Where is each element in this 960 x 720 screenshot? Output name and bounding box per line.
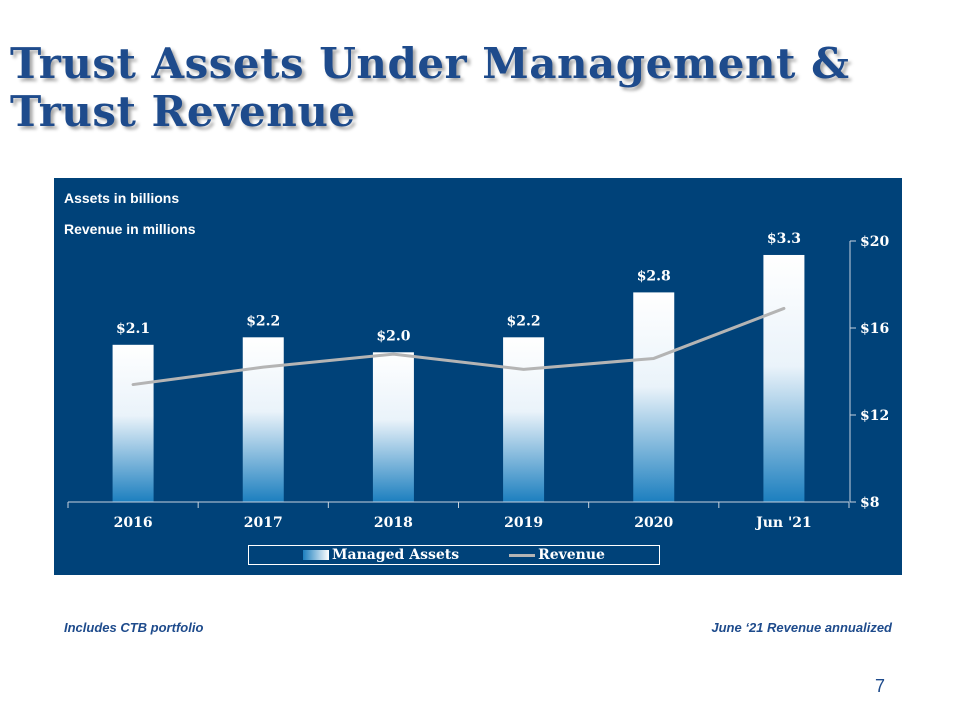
right-tick-label: $12 xyxy=(860,408,889,424)
legend-swatch-bar-icon xyxy=(303,550,330,560)
legend-entry-managed-assets: Managed Assets xyxy=(303,547,459,563)
legend-entry-revenue: Revenue xyxy=(509,547,605,563)
bar-value-label: $2.2 xyxy=(507,313,541,329)
bar-managed-assets xyxy=(242,337,284,502)
chart-panel: Assets in billions Revenue in millions $… xyxy=(54,178,902,575)
x-tick-label: 2020 xyxy=(634,515,673,531)
x-tick-label: 2019 xyxy=(504,515,543,531)
slide-title-line-2: Trust Revenue xyxy=(10,87,356,136)
bar-managed-assets xyxy=(503,337,545,502)
chart-legend: Managed Assets Revenue xyxy=(248,545,660,565)
combo-chart: $2.1 $2.2 $2.0 $2.2 $2.8 $3.3 2016 2017 2018 2019… xyxy=(67,231,889,531)
legend-swatch-line-icon xyxy=(509,553,536,557)
slide-title: Trust Assets Under Management & Trust Re… xyxy=(10,40,849,136)
revenue-point xyxy=(653,357,655,359)
revenue-unit-note: Revenue in millions xyxy=(64,221,196,237)
right-tick-label: $16 xyxy=(860,321,889,337)
right-tick-label: $20 xyxy=(860,234,889,250)
x-tick-label: 2017 xyxy=(244,515,283,531)
legend-label-managed-assets: Managed Assets xyxy=(332,547,460,563)
bar-value-label: $2.2 xyxy=(246,313,280,329)
revenue-point xyxy=(392,353,394,355)
footnote-left: Includes CTB portfolio xyxy=(64,620,204,635)
assets-unit-note: Assets in billions xyxy=(64,190,180,206)
revenue-point xyxy=(783,307,785,309)
bar-managed-assets xyxy=(763,254,805,502)
slide-title-line-1: Trust Assets Under Management & xyxy=(10,39,850,88)
page-number: 7 xyxy=(874,676,885,696)
bar-managed-assets xyxy=(372,352,414,502)
bar-value-label: $2.8 xyxy=(637,268,671,284)
revenue-point xyxy=(132,384,134,386)
revenue-line xyxy=(131,306,786,387)
bar-value-label: $2.1 xyxy=(116,321,150,337)
revenue-point xyxy=(523,368,525,370)
revenue-point xyxy=(262,366,264,368)
legend-label-revenue: Revenue xyxy=(538,547,605,563)
x-tick-label: 2018 xyxy=(374,515,413,531)
bar-managed-assets xyxy=(633,292,675,502)
right-tick-label: $8 xyxy=(860,495,879,511)
x-tick-label: Jun '21 xyxy=(754,515,812,531)
bar-value-label: $2.0 xyxy=(376,328,410,344)
footnote-right: June ‘21 Revenue annualized xyxy=(711,620,892,635)
bar-managed-assets xyxy=(112,344,154,502)
x-tick-label: 2016 xyxy=(114,515,153,531)
bar-value-label: $3.3 xyxy=(767,231,801,247)
